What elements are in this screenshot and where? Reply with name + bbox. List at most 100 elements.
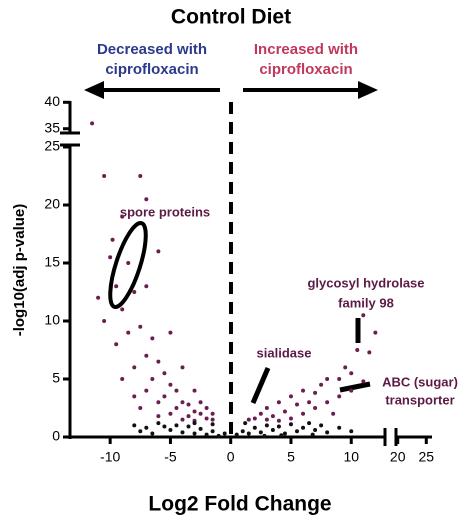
point xyxy=(319,423,324,428)
point xyxy=(258,430,263,435)
point xyxy=(180,417,185,422)
point xyxy=(234,432,239,437)
point xyxy=(186,414,191,419)
x-tick-label: 20 xyxy=(390,449,406,465)
point xyxy=(156,414,161,419)
point xyxy=(144,353,149,358)
point xyxy=(138,324,143,329)
point xyxy=(258,411,263,416)
pointer xyxy=(339,381,371,393)
y-tick-label: 15 xyxy=(44,254,60,270)
annotation: glycosyl hydrolase xyxy=(307,275,424,290)
x-tick-label: -5 xyxy=(164,449,177,465)
point xyxy=(180,365,185,370)
x-tick-label: 25 xyxy=(418,449,434,465)
point xyxy=(132,290,137,294)
point xyxy=(246,431,251,436)
point xyxy=(288,394,293,399)
point xyxy=(186,424,191,429)
point xyxy=(156,249,161,254)
point xyxy=(295,402,300,407)
y-tick-label: 0 xyxy=(52,428,60,444)
point xyxy=(204,406,209,410)
point xyxy=(144,197,149,202)
point xyxy=(180,430,185,435)
y-tick-label: 35 xyxy=(44,119,60,135)
point xyxy=(132,423,137,428)
point xyxy=(168,330,173,335)
point xyxy=(90,121,95,126)
point xyxy=(301,425,306,430)
point xyxy=(210,411,215,416)
point xyxy=(216,433,221,438)
x-axis-title: Log2 Fold Change xyxy=(148,493,331,516)
point xyxy=(313,428,318,433)
point xyxy=(120,377,125,381)
increased-label: Increased with xyxy=(254,41,358,58)
point xyxy=(186,402,191,407)
point xyxy=(331,411,336,416)
point xyxy=(270,414,275,419)
point xyxy=(243,421,248,426)
point xyxy=(180,400,185,405)
point xyxy=(301,388,306,393)
point xyxy=(192,388,197,393)
point xyxy=(319,382,324,387)
point xyxy=(120,307,125,312)
y-axis-title: -log10(adj p-value) xyxy=(11,204,28,337)
point xyxy=(343,365,348,370)
point xyxy=(355,348,360,352)
point xyxy=(264,423,269,428)
point xyxy=(337,425,342,430)
point xyxy=(282,409,287,414)
y-tick-label: 40 xyxy=(44,93,60,109)
right-arrow-head xyxy=(358,81,378,99)
point xyxy=(174,388,179,393)
annotation: ABC (sugar) xyxy=(382,374,458,389)
point xyxy=(313,390,318,395)
point xyxy=(138,406,143,410)
point xyxy=(210,422,215,427)
annotation: spore proteins xyxy=(120,204,210,219)
point xyxy=(373,330,378,335)
point xyxy=(114,284,119,289)
increased-label: ciprofloxacin xyxy=(259,61,352,78)
point xyxy=(138,429,143,434)
point xyxy=(282,431,287,436)
point xyxy=(210,417,215,422)
annotation: transporter xyxy=(385,392,454,407)
point xyxy=(132,365,137,370)
point xyxy=(162,371,167,376)
y-tick-label: 5 xyxy=(52,370,60,386)
point xyxy=(192,409,197,414)
point xyxy=(144,388,149,393)
point xyxy=(150,377,155,381)
point xyxy=(204,432,209,437)
point xyxy=(349,429,354,434)
point xyxy=(192,431,197,436)
point xyxy=(150,431,155,436)
highlight-ellipse xyxy=(108,220,148,310)
point xyxy=(126,330,131,335)
point xyxy=(168,428,173,433)
point xyxy=(349,388,354,393)
point xyxy=(307,400,312,405)
annotation: family 98 xyxy=(338,295,394,310)
x-tick-label: 0 xyxy=(227,449,235,465)
point xyxy=(337,377,342,381)
point xyxy=(120,214,125,219)
point xyxy=(198,411,203,416)
point xyxy=(367,350,372,355)
point xyxy=(156,359,161,364)
point xyxy=(310,432,315,437)
chart-title: Control Diet xyxy=(171,6,291,29)
point xyxy=(252,425,257,430)
point xyxy=(337,394,342,399)
point xyxy=(150,336,155,341)
point xyxy=(279,433,284,438)
point xyxy=(162,394,167,399)
point xyxy=(132,394,137,399)
point xyxy=(162,424,167,429)
point xyxy=(325,400,330,405)
point xyxy=(361,379,366,384)
